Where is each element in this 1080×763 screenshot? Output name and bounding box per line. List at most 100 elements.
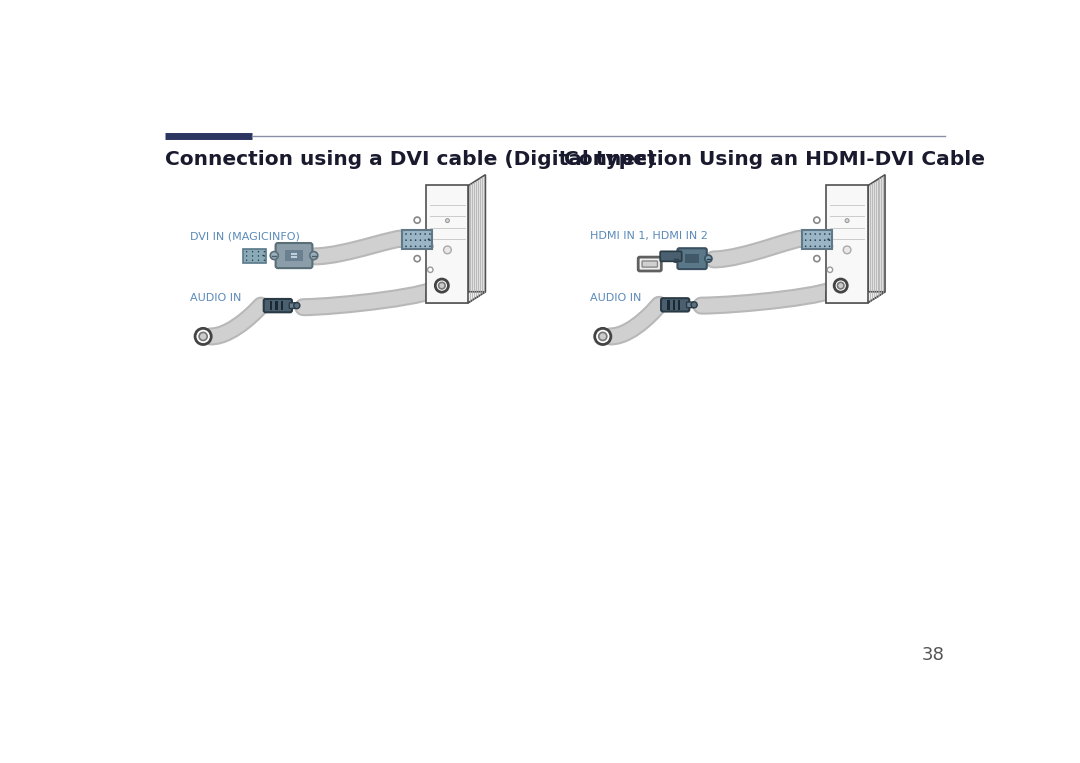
Circle shape <box>827 238 829 240</box>
Circle shape <box>843 246 851 254</box>
Circle shape <box>805 240 807 241</box>
Circle shape <box>414 256 420 262</box>
Circle shape <box>598 333 607 340</box>
Circle shape <box>444 246 451 254</box>
Circle shape <box>810 240 811 241</box>
Circle shape <box>246 259 247 261</box>
Circle shape <box>424 233 426 235</box>
Circle shape <box>428 238 430 240</box>
FancyBboxPatch shape <box>685 254 699 263</box>
FancyBboxPatch shape <box>677 248 706 269</box>
FancyBboxPatch shape <box>638 257 661 271</box>
FancyBboxPatch shape <box>289 303 296 308</box>
Circle shape <box>824 246 825 247</box>
Circle shape <box>846 219 849 223</box>
Circle shape <box>195 328 212 345</box>
Circle shape <box>415 240 417 241</box>
Circle shape <box>428 267 433 272</box>
Circle shape <box>405 240 407 241</box>
Circle shape <box>429 246 431 247</box>
Circle shape <box>419 233 421 235</box>
Circle shape <box>819 240 821 241</box>
Circle shape <box>270 252 279 259</box>
Text: HDMI IN 1, HDMI IN 2: HDMI IN 1, HDMI IN 2 <box>591 231 708 241</box>
FancyBboxPatch shape <box>427 185 469 303</box>
Circle shape <box>419 240 421 241</box>
Circle shape <box>834 279 847 292</box>
Bar <box>270 301 272 311</box>
FancyBboxPatch shape <box>687 302 693 307</box>
Circle shape <box>810 233 811 235</box>
Circle shape <box>827 267 833 272</box>
FancyBboxPatch shape <box>660 251 681 262</box>
Bar <box>281 301 283 311</box>
Circle shape <box>405 233 407 235</box>
Circle shape <box>246 251 247 253</box>
Circle shape <box>410 233 411 235</box>
FancyBboxPatch shape <box>661 298 689 311</box>
Text: DVI IN (MAGICINFO): DVI IN (MAGICINFO) <box>190 231 300 241</box>
Circle shape <box>199 333 207 340</box>
Text: Connection Using an HDMI-DVI Cable: Connection Using an HDMI-DVI Cable <box>564 150 985 169</box>
Circle shape <box>429 233 431 235</box>
Circle shape <box>813 217 820 224</box>
Circle shape <box>814 240 816 241</box>
FancyBboxPatch shape <box>264 299 292 312</box>
Circle shape <box>824 240 825 241</box>
Text: Connection using a DVI cable (Digital type): Connection using a DVI cable (Digital ty… <box>165 150 657 169</box>
Circle shape <box>805 246 807 247</box>
Circle shape <box>264 251 265 253</box>
Circle shape <box>446 219 449 223</box>
Circle shape <box>827 243 833 249</box>
Circle shape <box>310 252 318 259</box>
Circle shape <box>415 233 417 235</box>
FancyBboxPatch shape <box>801 230 832 249</box>
Circle shape <box>262 255 264 256</box>
Circle shape <box>252 251 253 253</box>
FancyBboxPatch shape <box>826 185 868 303</box>
Circle shape <box>419 246 421 247</box>
Circle shape <box>824 233 825 235</box>
Polygon shape <box>826 291 885 303</box>
Text: AUDIO IN: AUDIO IN <box>591 293 642 303</box>
FancyBboxPatch shape <box>402 230 432 249</box>
Circle shape <box>819 246 821 247</box>
FancyBboxPatch shape <box>642 261 658 267</box>
Circle shape <box>424 240 426 241</box>
Circle shape <box>294 303 300 309</box>
Bar <box>673 300 675 310</box>
Circle shape <box>258 251 259 253</box>
Circle shape <box>405 246 407 247</box>
Circle shape <box>410 246 411 247</box>
Circle shape <box>837 282 843 289</box>
Circle shape <box>814 233 816 235</box>
Circle shape <box>595 328 611 345</box>
Bar <box>667 300 670 310</box>
Circle shape <box>264 259 265 261</box>
Text: AUDIO IN: AUDIO IN <box>190 293 242 303</box>
Polygon shape <box>427 291 485 303</box>
Circle shape <box>828 233 831 235</box>
Polygon shape <box>469 175 485 303</box>
FancyBboxPatch shape <box>275 243 312 268</box>
Bar <box>275 301 278 311</box>
Circle shape <box>415 246 417 247</box>
Bar <box>678 300 680 310</box>
Circle shape <box>438 282 445 289</box>
Circle shape <box>672 255 679 262</box>
Circle shape <box>810 246 811 247</box>
Circle shape <box>410 240 411 241</box>
Circle shape <box>813 256 820 262</box>
Circle shape <box>705 255 712 262</box>
Circle shape <box>414 217 420 224</box>
Circle shape <box>805 233 807 235</box>
Circle shape <box>252 259 253 261</box>
Circle shape <box>819 233 821 235</box>
Circle shape <box>429 240 431 241</box>
Circle shape <box>428 243 433 249</box>
Circle shape <box>828 240 831 241</box>
Text: 38: 38 <box>922 646 945 665</box>
Circle shape <box>828 246 831 247</box>
FancyBboxPatch shape <box>243 249 267 262</box>
Circle shape <box>435 279 448 292</box>
